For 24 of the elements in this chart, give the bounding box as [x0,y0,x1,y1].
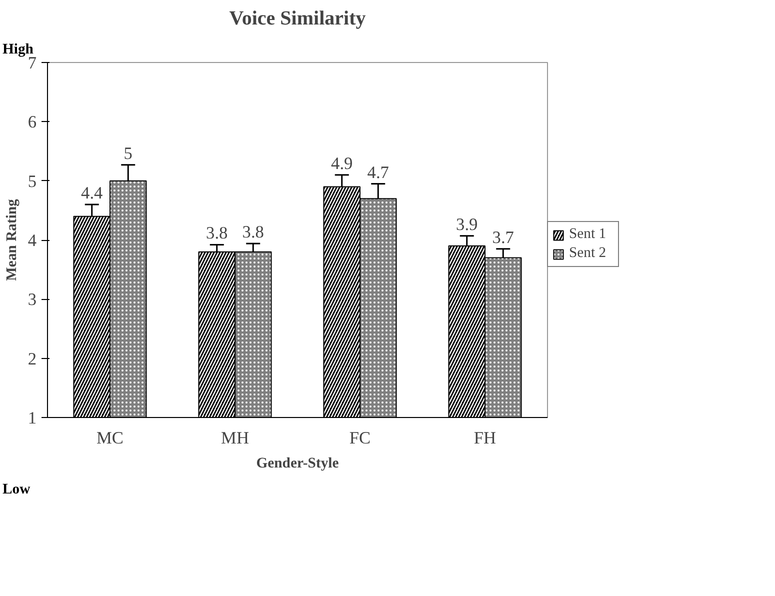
data-label: 3.8 [242,222,264,242]
y-axis-title: Mean Rating [4,198,20,281]
text: Low [2,482,31,498]
x-tick-label: FH [474,428,496,448]
y-tick-label: 5 [28,172,37,191]
y-tick-label: 1 [28,408,37,428]
y-tick-label: 2 [28,349,37,368]
y-tick-label: 6 [28,112,37,132]
x-tick-label: FC [349,428,371,448]
data-label: 4.9 [331,154,353,173]
x-tick-label: MC [96,428,124,448]
chart-title: Voice Similarity [229,8,366,30]
legend-label: Sent 2 [569,245,608,262]
data-label: 5 [124,144,132,163]
data-label: 4.7 [367,162,390,182]
x-tick-label: MH [221,428,249,448]
legend-label: Sent 1 [569,226,608,243]
x-axis-title: Gender-Style [256,456,340,472]
data-label: 3.8 [206,224,228,243]
data-label: 3.9 [456,214,478,234]
data-label: 3.7 [492,228,514,247]
data-label: 4.4 [81,184,104,202]
y-tick-label: 4 [28,231,37,250]
y-tick-label: 3 [28,290,37,310]
